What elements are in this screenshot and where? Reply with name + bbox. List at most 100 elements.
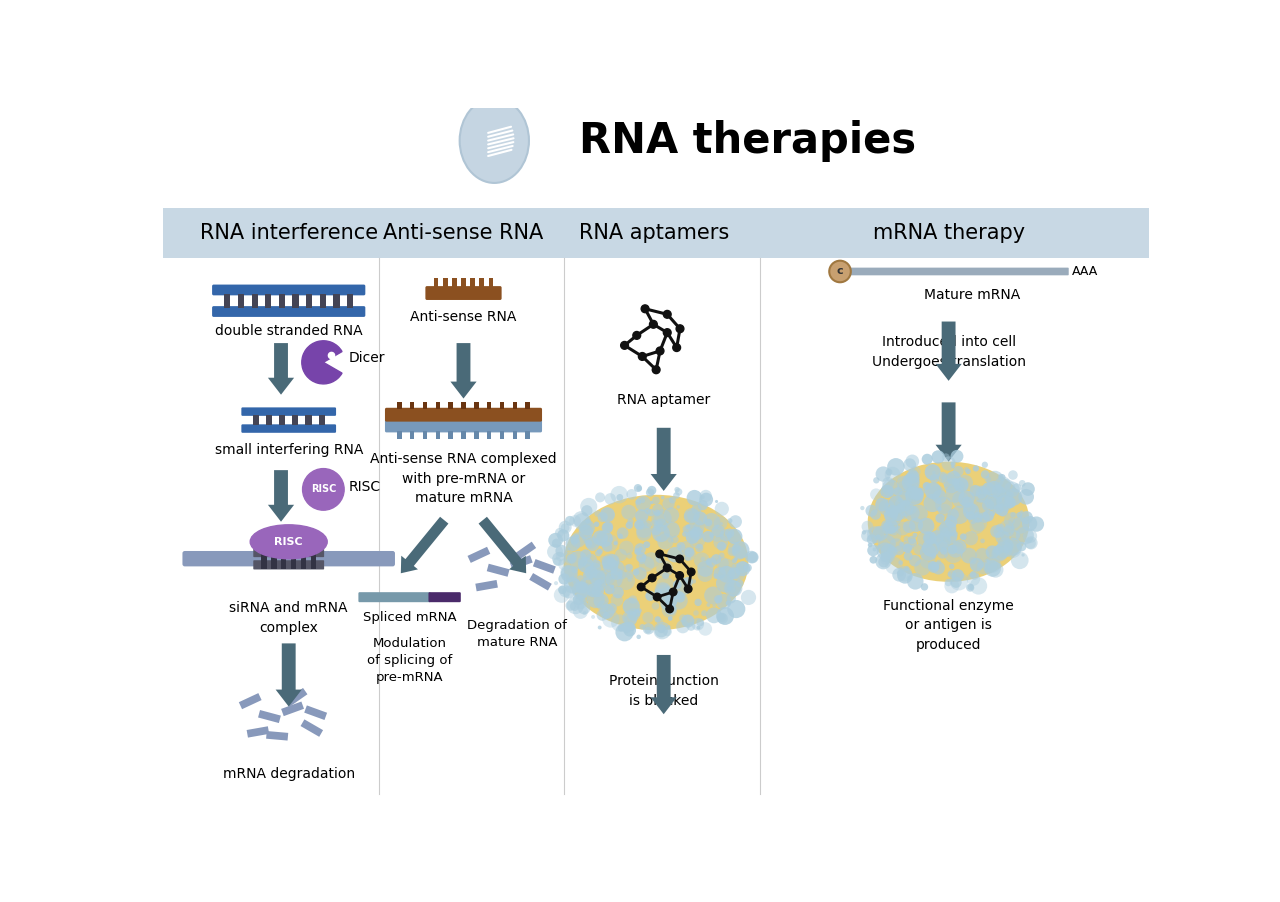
Circle shape bbox=[928, 561, 937, 570]
Circle shape bbox=[893, 506, 900, 513]
Circle shape bbox=[968, 584, 974, 590]
Circle shape bbox=[1020, 511, 1033, 524]
Circle shape bbox=[1004, 540, 1021, 558]
Circle shape bbox=[654, 519, 667, 532]
Circle shape bbox=[558, 558, 571, 571]
Circle shape bbox=[969, 557, 977, 565]
Circle shape bbox=[657, 560, 673, 577]
Circle shape bbox=[611, 584, 614, 589]
Circle shape bbox=[598, 601, 608, 612]
Circle shape bbox=[910, 504, 928, 522]
Circle shape bbox=[593, 530, 608, 546]
FancyBboxPatch shape bbox=[242, 408, 337, 416]
Circle shape bbox=[923, 531, 937, 545]
Circle shape bbox=[977, 561, 984, 568]
Circle shape bbox=[911, 488, 923, 500]
Circle shape bbox=[566, 601, 576, 611]
Circle shape bbox=[564, 577, 581, 594]
Bar bbox=[529, 573, 552, 591]
Circle shape bbox=[680, 541, 694, 556]
Circle shape bbox=[663, 564, 671, 572]
Text: Anti-sense RNA: Anti-sense RNA bbox=[384, 223, 544, 243]
Circle shape bbox=[988, 562, 1004, 577]
Circle shape bbox=[733, 557, 737, 561]
Circle shape bbox=[727, 587, 731, 591]
Circle shape bbox=[690, 527, 703, 540]
Circle shape bbox=[632, 569, 640, 575]
Circle shape bbox=[675, 487, 680, 492]
Circle shape bbox=[998, 474, 1006, 481]
Circle shape bbox=[687, 568, 695, 575]
Circle shape bbox=[620, 540, 634, 555]
Circle shape bbox=[600, 507, 614, 522]
Circle shape bbox=[899, 490, 913, 505]
Circle shape bbox=[728, 567, 740, 579]
Circle shape bbox=[918, 518, 934, 534]
Circle shape bbox=[1004, 512, 1021, 529]
Circle shape bbox=[884, 466, 901, 483]
Circle shape bbox=[908, 469, 918, 478]
Circle shape bbox=[970, 558, 983, 572]
Circle shape bbox=[955, 481, 964, 490]
Bar bbox=[525, 401, 530, 410]
Bar bbox=[512, 401, 517, 410]
Circle shape bbox=[970, 571, 977, 578]
Circle shape bbox=[662, 573, 669, 579]
Circle shape bbox=[694, 523, 700, 529]
Circle shape bbox=[628, 612, 637, 621]
Circle shape bbox=[726, 601, 731, 605]
Circle shape bbox=[695, 599, 701, 606]
Circle shape bbox=[987, 559, 991, 563]
Circle shape bbox=[1028, 517, 1030, 520]
Circle shape bbox=[964, 502, 975, 515]
Circle shape bbox=[621, 505, 636, 520]
Text: Anti-sense RNA complexed
with pre-mRNA or
mature mRNA: Anti-sense RNA complexed with pre-mRNA o… bbox=[370, 453, 557, 505]
Bar bbox=[434, 279, 438, 288]
Circle shape bbox=[571, 576, 575, 580]
Circle shape bbox=[888, 526, 899, 535]
Circle shape bbox=[594, 511, 600, 517]
Circle shape bbox=[951, 569, 964, 582]
Circle shape bbox=[904, 536, 910, 542]
Circle shape bbox=[936, 560, 941, 565]
Circle shape bbox=[737, 561, 749, 574]
Circle shape bbox=[951, 450, 964, 463]
Circle shape bbox=[952, 492, 969, 508]
Circle shape bbox=[643, 612, 653, 623]
Circle shape bbox=[937, 541, 948, 552]
Bar bbox=[435, 401, 440, 410]
Ellipse shape bbox=[250, 525, 328, 558]
Circle shape bbox=[714, 516, 727, 530]
Circle shape bbox=[686, 490, 703, 505]
Circle shape bbox=[713, 567, 726, 579]
Circle shape bbox=[621, 622, 632, 633]
Circle shape bbox=[1009, 518, 1015, 525]
Circle shape bbox=[900, 501, 910, 511]
Circle shape bbox=[886, 505, 899, 518]
Text: Protein function
is blocked: Protein function is blocked bbox=[609, 674, 718, 708]
Circle shape bbox=[719, 558, 735, 575]
Circle shape bbox=[582, 537, 586, 541]
Circle shape bbox=[861, 530, 867, 535]
Circle shape bbox=[882, 522, 895, 535]
Circle shape bbox=[552, 552, 566, 566]
Circle shape bbox=[579, 582, 586, 590]
Circle shape bbox=[906, 470, 919, 484]
Circle shape bbox=[663, 521, 680, 538]
Circle shape bbox=[890, 538, 904, 552]
Circle shape bbox=[616, 623, 634, 641]
Circle shape bbox=[881, 484, 893, 498]
Circle shape bbox=[748, 551, 759, 562]
Circle shape bbox=[643, 623, 654, 634]
Circle shape bbox=[639, 557, 654, 572]
Circle shape bbox=[716, 557, 728, 570]
Circle shape bbox=[637, 584, 645, 591]
Bar bbox=[291, 548, 297, 568]
Circle shape bbox=[627, 519, 634, 525]
Bar bbox=[266, 731, 288, 741]
Circle shape bbox=[636, 485, 643, 492]
Circle shape bbox=[657, 625, 666, 633]
FancyBboxPatch shape bbox=[183, 551, 396, 566]
FancyArrow shape bbox=[936, 402, 961, 462]
Circle shape bbox=[897, 526, 900, 529]
